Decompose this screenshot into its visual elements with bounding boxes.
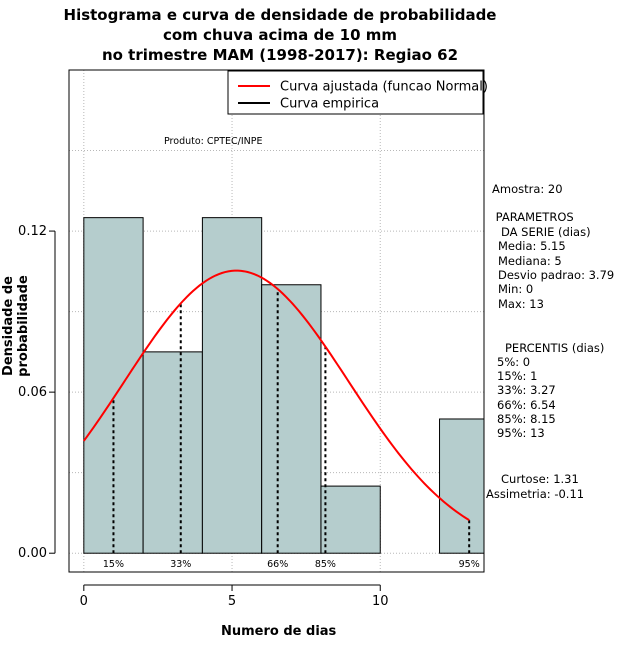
x-axis-title: Numero de dias <box>221 624 337 639</box>
plot-frame <box>68 69 485 573</box>
source-note: Produto: CPTEC/INPE <box>164 136 263 147</box>
percentile-label-4: 95% <box>459 559 480 570</box>
params-header-2: DA SERIE (dias) <box>501 225 591 239</box>
stat-p85: 85%: 8.15 <box>497 412 556 426</box>
sample-size-text: Amostra: 20 <box>492 182 563 196</box>
histogram-bar-4 <box>320 485 381 554</box>
stat-min: Min: 0 <box>498 282 534 296</box>
percentile-label-3: 85% <box>315 559 336 570</box>
chart-title-line-1: Histograma e curva de densidade de proba… <box>63 6 497 24</box>
axes: 0 5 10 0.00 0.06 0.12 Produto: CPTEC/INPE <box>18 69 485 609</box>
x-tick-label-1: 5 <box>228 594 236 609</box>
stat-p15: 15%: 1 <box>497 369 538 383</box>
histogram-bar-3 <box>261 284 322 554</box>
y-tick-label-0: 0.00 <box>18 546 47 561</box>
stat-mediana: Mediana: 5 <box>498 254 562 268</box>
stat-p95: 95%: 13 <box>497 426 545 440</box>
legend-label-1: Curva empirica <box>280 97 379 112</box>
histogram-bar-2 <box>201 217 263 554</box>
stat-media: Media: 5.15 <box>498 239 566 253</box>
y-tick-label-1: 0.06 <box>18 385 47 400</box>
stat-p33: 33%: 3.27 <box>497 383 556 397</box>
params-header-1: PARAMETROS <box>492 210 574 224</box>
x-tick-label-0: 0 <box>80 594 88 609</box>
histogram-bar-6 <box>439 418 485 554</box>
percentis-header: PERCENTIS (dias) <box>505 341 605 355</box>
percentile-label-1: 33% <box>170 559 191 570</box>
legend-label-0: Curva ajustada (funcao Normal) <box>280 80 488 95</box>
normal-curve-line <box>83 269 470 521</box>
legend-box <box>227 70 484 115</box>
percentile-lines: 15% 33% 66% 85% 95% <box>103 289 480 570</box>
stat-desvio: Desvio padrao: 3.79 <box>498 268 615 282</box>
stat-p5: 5%: 0 <box>497 355 531 369</box>
x-tick-label-2: 10 <box>372 594 389 609</box>
histogram-bar-1 <box>142 351 203 554</box>
histogram-bars <box>83 217 485 554</box>
chart-title-line-2: com chuva acima de 10 mm <box>162 26 398 44</box>
percentile-label-2: 66% <box>267 559 288 570</box>
stat-assimetria: Assimetria: -0.11 <box>486 487 585 501</box>
legend: Curva ajustada (funcao Normal) Curva empi… <box>227 70 488 115</box>
stat-curtose: Curtose: 1.31 <box>501 472 579 486</box>
y-tick-label-2: 0.12 <box>18 224 47 239</box>
y-axis-title: Densidade de probabilidade <box>1 275 31 377</box>
stat-max: Max: 13 <box>498 297 544 311</box>
percentile-label-0: 15% <box>103 559 124 570</box>
stat-p66: 66%: 6.54 <box>497 398 556 412</box>
chart-title-line-3: no trimestre MAM (1998-2017): Regiao 62 <box>101 46 459 64</box>
normal-curve-layer <box>83 269 470 521</box>
